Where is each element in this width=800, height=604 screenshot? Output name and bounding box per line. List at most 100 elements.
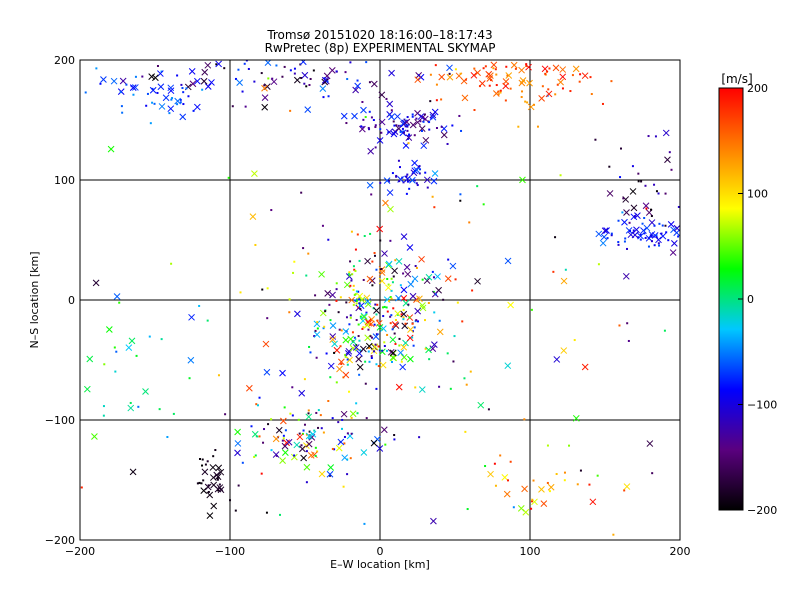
data-point-cross <box>391 267 398 275</box>
data-point-cross <box>623 209 630 216</box>
data-point-dot <box>282 437 285 440</box>
cross-stroke <box>348 296 356 304</box>
data-point-dot <box>356 299 359 302</box>
data-point-dot <box>397 159 400 162</box>
data-point-dot <box>677 205 680 208</box>
cross-stroke <box>367 147 375 155</box>
data-point-dot <box>384 443 387 446</box>
cross-stroke <box>383 177 391 184</box>
cross-stroke <box>417 113 425 120</box>
data-point-dot <box>399 130 402 133</box>
data-point-dot <box>172 412 175 415</box>
data-point-cross <box>559 73 567 81</box>
data-point-dot <box>650 235 653 238</box>
cross-stroke <box>553 356 561 363</box>
cross-stroke <box>669 249 677 256</box>
data-point-dot <box>655 190 658 193</box>
cross-stroke <box>440 131 448 139</box>
data-point-dot <box>402 131 405 134</box>
cross-stroke <box>341 454 349 462</box>
data-point-cross <box>501 474 509 481</box>
data-point-cross <box>296 433 304 441</box>
data-point-cross <box>395 258 403 265</box>
data-point-dot <box>215 63 218 66</box>
cross-stroke <box>299 445 306 453</box>
cross-stroke <box>419 302 426 309</box>
data-point-dot <box>305 433 308 436</box>
data-point-cross <box>261 84 268 92</box>
data-point-dot <box>378 349 381 352</box>
cross-stroke <box>395 294 402 302</box>
data-point-dot <box>337 311 340 314</box>
cross-stroke <box>531 498 538 506</box>
cross-stroke <box>363 294 371 302</box>
cross-stroke <box>342 371 350 379</box>
data-point-dot <box>407 303 410 306</box>
data-point-dot <box>610 232 613 235</box>
cross-stroke <box>552 64 560 72</box>
data-point-dot <box>482 203 485 206</box>
cross-stroke <box>158 103 166 110</box>
data-point-dot <box>386 278 389 281</box>
cross-stroke <box>422 136 430 144</box>
cross-stroke <box>132 84 139 91</box>
data-point-cross <box>331 340 338 348</box>
data-point-dot <box>352 265 355 268</box>
data-point-dot <box>433 206 436 209</box>
cross-stroke <box>423 277 431 285</box>
data-point-dot <box>661 224 664 227</box>
cross-stroke <box>167 105 175 113</box>
data-point-dot <box>434 64 437 67</box>
data-point-dot <box>386 310 389 313</box>
data-point-dot <box>471 289 474 292</box>
data-point-dot <box>145 104 148 107</box>
cross-stroke <box>105 326 113 333</box>
data-point-dot <box>171 97 174 100</box>
data-point-dot <box>385 306 388 309</box>
data-point-cross <box>662 129 670 137</box>
cross-stroke <box>129 84 137 91</box>
data-point-dot <box>357 323 360 326</box>
data-point-dot <box>608 165 611 168</box>
data-point-dot <box>371 336 374 339</box>
data-point-dot <box>303 82 306 85</box>
cross-stroke <box>148 73 156 80</box>
data-point-dot <box>626 247 629 250</box>
data-point-dot <box>396 313 399 316</box>
data-point-dot <box>297 418 300 421</box>
data-point-cross <box>401 119 409 127</box>
data-point-dot <box>668 151 671 154</box>
data-point-cross <box>503 490 511 498</box>
cross-stroke <box>664 156 671 164</box>
data-point-cross <box>581 363 589 371</box>
data-point-cross <box>364 298 372 305</box>
data-point-dot <box>533 103 536 106</box>
data-point-dot <box>328 474 331 477</box>
cross-stroke <box>367 320 375 328</box>
data-point-dot <box>270 449 273 452</box>
data-point-dot <box>333 448 336 451</box>
data-point-dot <box>350 432 353 435</box>
data-point-dot <box>368 128 371 131</box>
cross-stroke <box>366 275 374 283</box>
data-point-cross <box>572 414 580 422</box>
cross-stroke <box>634 212 641 219</box>
data-point-dot <box>302 429 305 432</box>
data-point-cross <box>167 87 175 95</box>
cross-stroke <box>261 103 269 111</box>
data-point-dot <box>368 81 371 84</box>
cross-stroke <box>279 457 286 464</box>
data-point-cross <box>201 68 209 76</box>
data-point-dot <box>402 272 405 275</box>
cross-stroke <box>326 470 334 478</box>
cross-stroke <box>409 292 417 300</box>
data-point-cross <box>411 167 419 175</box>
data-point-dot <box>305 85 308 88</box>
cross-stroke <box>360 449 368 456</box>
cross-stroke <box>246 384 253 392</box>
data-point-cross <box>389 349 397 357</box>
data-point-dot <box>358 259 361 262</box>
data-point-dot <box>204 463 207 466</box>
data-point-cross <box>559 66 567 73</box>
cross-stroke <box>670 240 678 247</box>
